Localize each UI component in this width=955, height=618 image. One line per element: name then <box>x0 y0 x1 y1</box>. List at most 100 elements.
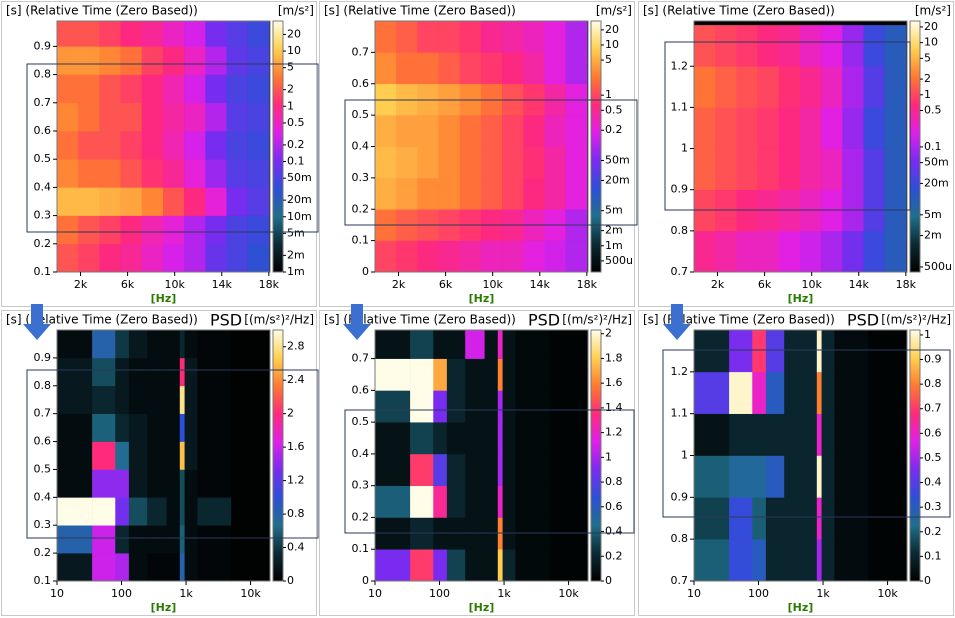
heatmap-cell <box>784 413 804 456</box>
colorbar-tick-label: 2.4 <box>287 373 305 386</box>
x-tick-label: 100 <box>748 587 769 600</box>
heatmap-cell <box>231 330 270 359</box>
heatmap-cell <box>179 469 185 498</box>
heatmap-cell <box>834 413 869 456</box>
heatmap-cell <box>816 455 822 498</box>
heatmap-cell <box>57 385 93 414</box>
heatmap-cell <box>799 107 822 149</box>
heatmap-cell <box>778 107 801 149</box>
heatmap-cell <box>565 115 588 147</box>
x-tick-label: 14k <box>849 278 870 291</box>
heatmap-cell <box>868 539 907 581</box>
heatmap-cell <box>197 330 232 359</box>
heatmap-cell <box>438 177 461 210</box>
heatmap-cell <box>465 485 485 518</box>
y-tick-label: 0.5 <box>352 108 370 121</box>
heatmap-cell <box>197 553 232 581</box>
heatmap-cell <box>459 146 482 179</box>
arrow <box>663 304 691 340</box>
heatmap-cell <box>197 413 232 442</box>
heatmap-cell <box>765 371 785 414</box>
heatmap-cell <box>459 177 482 210</box>
y-axis-title: [s] (Relative Time (Zero Based)) <box>6 313 198 327</box>
y-tick-label: 1 <box>681 449 688 462</box>
y-tick-label: 0.2 <box>352 510 370 523</box>
y-tick-label: 0.6 <box>34 435 52 448</box>
heatmap-cell <box>480 146 503 179</box>
x-tick-label: 1k <box>179 587 193 600</box>
heatmap-cell <box>410 422 434 455</box>
heatmap-cell <box>410 453 434 486</box>
heatmap-cell <box>821 230 843 272</box>
heatmap-panel: 20 10 5 1 0.5 0.2 50m 20m 5m 2m 1m 500u 0 0.1 0.2 0.3 0.… <box>319 1 635 307</box>
heatmap-cell <box>816 413 822 456</box>
heatmap-cell <box>375 422 411 455</box>
heatmap-cell <box>410 485 434 518</box>
colorbar-tick-label: 10 <box>605 38 619 51</box>
y-tick-label: 0.7 <box>34 407 52 420</box>
heatmap-cell <box>502 240 524 272</box>
heatmap-cell <box>497 330 503 359</box>
heatmap-cell <box>765 330 785 373</box>
heatmap-cell <box>433 358 448 391</box>
heatmap-cell <box>821 539 835 581</box>
x-tick-label: 6k <box>758 278 772 291</box>
heatmap-cell <box>205 159 227 188</box>
panel-title: PSD <box>847 311 879 330</box>
heatmap-cell <box>128 497 148 526</box>
heatmap-cell <box>78 21 100 47</box>
y-tick-label: 0.3 <box>352 479 370 492</box>
heatmap-cell <box>120 21 143 47</box>
heatmap-cell <box>128 441 148 470</box>
heatmap-cell <box>544 21 566 53</box>
heatmap-cell <box>115 357 130 387</box>
heatmap-cell <box>438 115 461 147</box>
plot-border <box>56 20 271 273</box>
heatmap-cell <box>502 485 516 518</box>
heatmap-cell <box>784 455 804 498</box>
y-tick-label: 0.1 <box>34 574 52 587</box>
colorbar-tick-label: 1m <box>287 265 305 278</box>
colorbar-tick-label: 1 <box>605 450 612 463</box>
heatmap-cell <box>715 148 737 191</box>
x-tick-label: 10k <box>801 278 822 291</box>
heatmap-cell <box>375 21 397 53</box>
colorbar-tick-label: 0.2 <box>287 138 305 151</box>
heatmap-cell <box>446 358 466 391</box>
heatmap-cell <box>141 102 164 132</box>
heatmap-cell <box>115 385 130 414</box>
colorbar-tick-label: 50m <box>924 156 949 169</box>
heatmap-cell <box>128 357 148 387</box>
heatmap-cell <box>396 177 418 210</box>
heatmap-cell <box>78 102 100 132</box>
y-tick-label: 0.9 <box>34 351 52 364</box>
colorbar-tick-label: 0.8 <box>605 475 623 488</box>
heatmap-cell <box>147 413 167 442</box>
colorbar-tick-label: 0.2 <box>924 525 942 538</box>
colorbar-tick-label: 5m <box>287 226 305 239</box>
y-tick-label: 0.6 <box>352 383 370 396</box>
heatmap-cell <box>99 187 121 216</box>
heatmap-cell <box>184 441 198 470</box>
heatmap-cell <box>166 497 181 526</box>
heatmap-panel: 20 10 5 2 1 0.5 0.1 50m 20m 5m 2m 500u 0.7 0.8 0.9 1 1.1… <box>638 1 954 307</box>
heatmap-panel: 0 0.2 0.4 0.6 0.8 1 1.2 1.4 1.6 1.8 2 0 0.1 0.2 0.3 0.4… <box>319 310 635 616</box>
heatmap-cell <box>752 455 767 498</box>
y-tick-label: 1.2 <box>671 59 689 72</box>
colorbar-tick-label: 1.8 <box>605 351 623 364</box>
heatmap-cell <box>868 330 907 373</box>
plot-border <box>374 329 589 582</box>
heatmap-cell <box>465 330 485 359</box>
heatmap-cell <box>115 525 130 554</box>
heatmap-cell <box>179 441 185 470</box>
colorbar-tick-label: 0.6 <box>924 426 942 439</box>
heatmap-cell <box>396 52 418 85</box>
heatmap-cell <box>729 497 753 540</box>
heatmap-cell <box>515 422 550 455</box>
heatmap-cell <box>184 46 206 75</box>
heatmap-cell <box>752 539 767 581</box>
arrow <box>343 304 371 340</box>
heatmap-cell <box>515 453 550 486</box>
heatmap-cells <box>694 330 907 581</box>
heatmap-cell <box>57 553 93 581</box>
